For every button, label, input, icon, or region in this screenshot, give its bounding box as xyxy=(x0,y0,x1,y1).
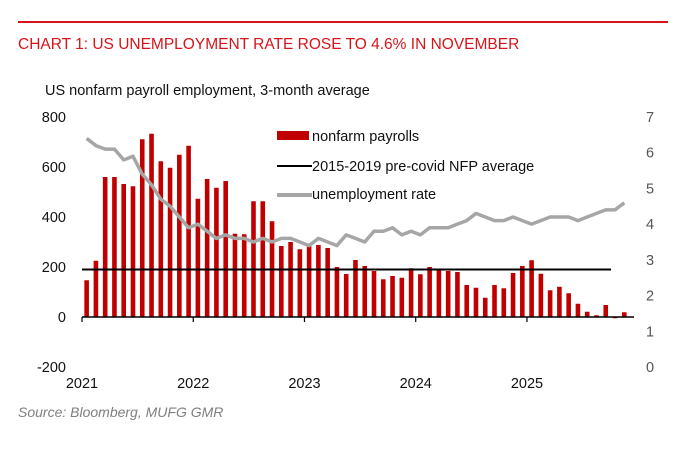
bar-nonfarm-payrolls xyxy=(214,187,219,317)
bar-nonfarm-payrolls xyxy=(297,249,303,317)
bar-nonfarm-payrolls xyxy=(380,279,386,317)
bar-nonfarm-payrolls xyxy=(547,290,553,317)
bar-nonfarm-payrolls xyxy=(557,286,562,317)
bar-nonfarm-payrolls xyxy=(130,186,136,317)
legend-label-bars: nonfarm payrolls xyxy=(312,129,419,145)
bar-nonfarm-payrolls xyxy=(149,133,154,317)
bar-nonfarm-payrolls xyxy=(529,260,534,317)
bar-nonfarm-payrolls xyxy=(334,267,340,317)
bar-nonfarm-payrolls xyxy=(223,181,228,317)
header-rule xyxy=(18,21,668,23)
bar-nonfarm-payrolls xyxy=(584,311,590,317)
bar-nonfarm-payrolls xyxy=(251,201,256,317)
bar-nonfarm-payrolls xyxy=(603,305,609,317)
bar-nonfarm-payrolls xyxy=(418,274,423,317)
bar-nonfarm-payrolls xyxy=(520,266,525,317)
bar-nonfarm-payrolls xyxy=(279,246,284,317)
bar-nonfarm-payrolls xyxy=(306,246,312,317)
bar-nonfarm-payrolls xyxy=(473,287,479,317)
bar-nonfarm-payrolls xyxy=(594,315,599,317)
bar-nonfarm-payrolls xyxy=(436,270,442,317)
legend-swatch-bars xyxy=(277,131,309,140)
bar-nonfarm-payrolls xyxy=(241,234,247,317)
bar-nonfarm-payrolls xyxy=(186,145,191,317)
bar-nonfarm-payrolls xyxy=(362,266,368,317)
bar-nonfarm-payrolls xyxy=(538,273,544,317)
bar-nonfarm-payrolls xyxy=(139,139,145,317)
bar-nonfarm-payrolls xyxy=(464,285,470,317)
bar-nonfarm-payrolls xyxy=(232,233,238,317)
bar-nonfarm-payrolls xyxy=(427,267,432,317)
y2-tick-label: 5 xyxy=(646,181,654,197)
bar-nonfarm-payrolls xyxy=(492,285,497,317)
y-tick-label: 400 xyxy=(42,210,66,226)
bar-nonfarm-payrolls xyxy=(482,297,488,317)
y-tick-label: 0 xyxy=(58,310,66,326)
bar-nonfarm-payrolls xyxy=(399,277,405,317)
bar-nonfarm-payrolls xyxy=(167,167,173,317)
bar-nonfarm-payrolls xyxy=(353,260,358,317)
y-tick-label: 200 xyxy=(42,260,66,276)
y2-tick-label: 6 xyxy=(646,146,654,162)
bar-nonfarm-payrolls xyxy=(325,248,330,317)
bar-nonfarm-payrolls xyxy=(112,177,117,317)
x-tick-label: 2021 xyxy=(66,376,98,392)
bar-nonfarm-payrolls xyxy=(204,179,210,317)
bar-nonfarm-payrolls xyxy=(390,276,395,317)
bar-nonfarm-payrolls xyxy=(371,271,377,317)
bar-nonfarm-payrolls xyxy=(260,201,266,317)
bar-nonfarm-payrolls xyxy=(316,245,321,317)
bar-nonfarm-payrolls xyxy=(84,280,89,317)
bar-nonfarm-payrolls xyxy=(510,273,516,317)
y2-tick-label: 2 xyxy=(646,289,654,305)
bar-nonfarm-payrolls xyxy=(343,274,349,317)
x-tick-label: 2022 xyxy=(177,376,209,392)
bar-nonfarm-payrolls xyxy=(158,161,164,317)
y2-tick-label: 4 xyxy=(646,217,654,233)
y-tick-label: 800 xyxy=(42,110,66,126)
chart-title: CHART 1: US UNEMPLOYMENT RATE ROSE TO 4.… xyxy=(18,36,520,53)
bar-nonfarm-payrolls xyxy=(621,312,627,317)
bar-nonfarm-payrolls xyxy=(408,268,414,317)
bar-nonfarm-payrolls xyxy=(566,293,571,317)
y2-tick-label: 0 xyxy=(646,360,654,376)
y2-tick-label: 3 xyxy=(646,253,654,269)
y-tick-label: -200 xyxy=(37,360,66,376)
x-tick-label: 2024 xyxy=(400,376,432,392)
y2-tick-label: 1 xyxy=(646,324,654,340)
source-note: Source: Bloomberg, MUFG GMR xyxy=(18,404,224,420)
bar-nonfarm-payrolls xyxy=(93,260,99,317)
bar-nonfarm-payrolls xyxy=(177,154,182,317)
x-tick-label: 2025 xyxy=(511,376,543,392)
legend-label-unemployment: unemployment rate xyxy=(312,187,436,203)
y-tick-label: 600 xyxy=(42,160,66,176)
bar-nonfarm-payrolls xyxy=(102,177,108,317)
bar-nonfarm-payrolls xyxy=(455,272,460,317)
bar-nonfarm-payrolls xyxy=(288,242,293,317)
y2-tick-label: 7 xyxy=(646,110,654,126)
legend-label-average: 2015-2019 pre-covid NFP average xyxy=(312,159,534,175)
bar-nonfarm-payrolls xyxy=(501,288,507,317)
bar-nonfarm-payrolls xyxy=(195,198,201,317)
chart-subtitle: US nonfarm payroll employment, 3-month a… xyxy=(45,83,370,99)
x-tick-label: 2023 xyxy=(288,376,320,392)
unemployment-rate-line xyxy=(85,137,626,248)
bar-nonfarm-payrolls xyxy=(445,271,451,317)
bar-nonfarm-payrolls xyxy=(121,184,127,317)
bar-nonfarm-payrolls xyxy=(575,303,581,317)
